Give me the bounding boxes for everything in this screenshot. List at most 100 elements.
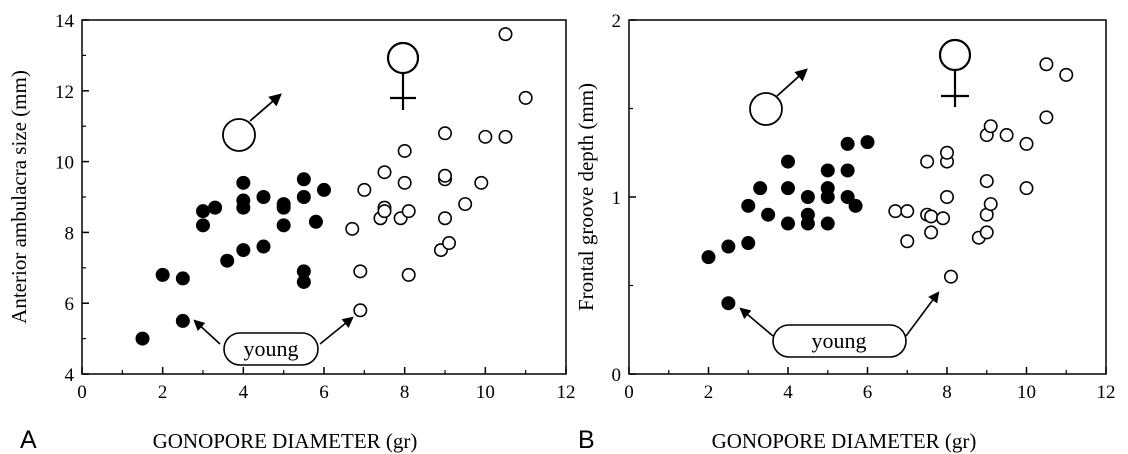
filled-data-point [848, 198, 863, 213]
open-data-point [498, 27, 513, 42]
male-symbol-icon [222, 118, 256, 152]
x-tick-label: 8 [942, 382, 952, 403]
open-data-point [458, 197, 473, 212]
filled-data-point [175, 313, 190, 328]
open-data-point [353, 264, 368, 279]
y-tick-label: 1 [612, 188, 622, 209]
open-data-point [943, 269, 958, 284]
filled-data-point [820, 163, 835, 178]
open-data-point [518, 90, 533, 105]
young-annotation-box [772, 324, 907, 358]
plot-frame [628, 19, 1107, 375]
open-data-point [437, 211, 452, 226]
filled-data-point [753, 181, 768, 196]
open-data-point [353, 303, 368, 318]
y-tick-label: 8 [65, 223, 75, 244]
open-data-point [900, 204, 915, 219]
filled-data-point [780, 181, 795, 196]
open-data-point [478, 129, 493, 144]
open-data-point [397, 175, 412, 190]
y-tick-label: 2 [612, 11, 622, 32]
filled-data-point [296, 190, 311, 205]
y-tick-label: 12 [55, 82, 74, 103]
x-tick-label: 4 [783, 382, 793, 403]
x-tick-label: 12 [1097, 382, 1116, 403]
young-annotation-label: young [244, 336, 299, 361]
filled-data-point [840, 136, 855, 151]
young-arrow-right [319, 316, 354, 345]
open-data-point [377, 165, 392, 180]
open-data-point [900, 234, 915, 249]
y-tick-label: 6 [65, 294, 75, 315]
open-data-point [939, 145, 954, 160]
filled-data-point [761, 207, 776, 222]
young-arrow-left [193, 319, 221, 345]
filled-data-point [236, 175, 251, 190]
y-tick-label: 14 [55, 11, 75, 32]
female-symbol-icon [386, 41, 420, 75]
panel-a: 0 2 4 6 8 10 12 4 6 8 10 12 14 GONOPORE DIAMETER (gr)… [7, 11, 576, 454]
x-axis-label: GONOPORE DIAMETER (gr) [712, 429, 977, 453]
x-tick-label: 10 [476, 382, 495, 403]
filled-data-point [780, 216, 795, 231]
filled-data-point [296, 172, 311, 187]
open-data-point [345, 221, 360, 236]
open-data-point [924, 225, 939, 240]
filled-data-point [155, 267, 170, 282]
filled-data-point [196, 204, 211, 219]
open-data-point [936, 211, 951, 226]
filled-data-point [256, 190, 271, 205]
open-data-point [983, 197, 998, 212]
filled-data-point [701, 250, 716, 265]
male-symbol-arrow [249, 93, 282, 122]
filled-data-point [780, 154, 795, 169]
open-data-point [401, 204, 416, 219]
filled-data-point [220, 253, 235, 268]
x-axis-label: GONOPORE DIAMETER (gr) [153, 429, 418, 453]
x-tick-label: 0 [624, 382, 634, 403]
filled-data-point [820, 216, 835, 231]
x-tick-label: 6 [319, 382, 329, 403]
male-symbol-arrow [776, 68, 808, 97]
filled-data-point [308, 214, 323, 229]
x-tick-label: 6 [863, 382, 873, 403]
filled-data-point [741, 198, 756, 213]
open-data-point [983, 119, 998, 134]
open-data-point [401, 267, 416, 282]
y-axis-label: Frontal groove depth (mm) [574, 83, 598, 311]
filled-data-point [296, 274, 311, 289]
filled-data-point [175, 271, 190, 286]
open-data-point [442, 236, 457, 251]
open-data-point [437, 168, 452, 183]
filled-data-point [840, 190, 855, 205]
x-tick-label: 10 [1017, 382, 1036, 403]
open-data-point [437, 126, 452, 141]
x-tick-label: 4 [239, 382, 249, 403]
y-tick-label: 10 [55, 153, 74, 174]
open-data-point [979, 174, 994, 189]
open-data-point [999, 128, 1014, 143]
filled-data-point [276, 197, 291, 212]
filled-data-point [800, 190, 815, 205]
open-data-point [924, 209, 939, 224]
x-tick-label: 0 [77, 382, 87, 403]
open-data-point [474, 175, 489, 190]
panel-letter: A [20, 426, 37, 454]
open-data-point [498, 129, 513, 144]
open-data-point [397, 143, 412, 158]
x-tick-label: 12 [557, 382, 576, 403]
filled-data-point [860, 135, 875, 150]
young-arrow-right [905, 291, 940, 337]
filled-data-point [196, 218, 211, 233]
young-arrow-left [739, 307, 774, 337]
filled-data-point [276, 218, 291, 233]
x-tick-label: 2 [704, 382, 714, 403]
filled-data-point [236, 193, 251, 208]
x-tick-label: 2 [158, 382, 168, 403]
filled-data-point [316, 182, 331, 197]
male-symbol-icon [749, 92, 783, 126]
open-data-point [1039, 110, 1054, 125]
filled-data-point [236, 243, 251, 258]
